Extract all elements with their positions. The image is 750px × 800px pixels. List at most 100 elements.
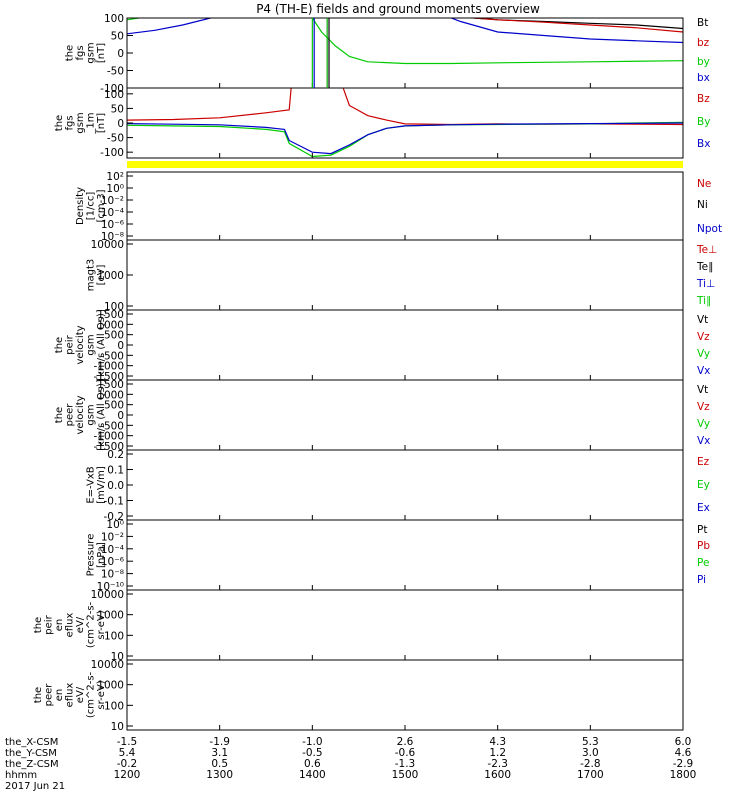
ephemeris-row-label: the_Z-CSM bbox=[5, 759, 59, 770]
y-tick-label: 0.2 bbox=[107, 449, 124, 461]
legend-ti⊥: Ti⊥ bbox=[696, 278, 715, 290]
y-axis-label: gsm bbox=[86, 42, 97, 63]
panel-frame bbox=[126, 659, 684, 731]
y-tick-label: 1500 bbox=[97, 379, 124, 391]
ephemeris-value: 0.5 bbox=[211, 758, 228, 770]
time-axis-labels: the_X-CSM -1.5 -1.9 -1.0 2.6 4.3 5.3 6.0 the_Y-C… bbox=[5, 736, 696, 792]
y-tick-label: -50 bbox=[107, 66, 124, 78]
y-tick-label: 0.1 bbox=[107, 465, 124, 477]
y-axis-label: en bbox=[54, 619, 65, 632]
y-tick-label: -100 bbox=[100, 147, 124, 159]
y-axis-label: the bbox=[33, 687, 44, 703]
y-axis-label: (cm^2-s- bbox=[86, 601, 97, 648]
y-tick-label: 1000 bbox=[97, 680, 124, 692]
panel-frame bbox=[126, 379, 684, 451]
y-tick-label: -1500 bbox=[93, 441, 124, 453]
y-tick-label: -500 bbox=[100, 350, 124, 362]
panel-frame bbox=[126, 519, 684, 591]
y-axis-label: [cm-3] bbox=[96, 189, 107, 222]
y-axis-label: [nPa] bbox=[96, 542, 107, 568]
y-tick-label: 1500 bbox=[97, 309, 124, 321]
y-tick-label: 10 bbox=[111, 651, 124, 663]
series-line-bx-panel-2 bbox=[127, 122, 683, 155]
legend-vy: Vy bbox=[697, 348, 710, 360]
y-tick-label: 1000 bbox=[97, 610, 124, 622]
y-axis-label: eV/ bbox=[75, 686, 86, 703]
y-tick-label: 10000 bbox=[91, 659, 124, 671]
legend-vy: Vy bbox=[697, 418, 710, 430]
y-axis-label: sr-eV) bbox=[96, 680, 107, 709]
legend-by: By bbox=[697, 116, 710, 128]
y-axis-label: eflux bbox=[65, 683, 76, 708]
panel-frame bbox=[126, 589, 684, 661]
y-tick-label: 10⁻² bbox=[101, 531, 124, 543]
y-tick-label: 1000 bbox=[97, 319, 124, 331]
y-axis-label: [nT] bbox=[96, 43, 107, 63]
y-tick-label: 10⁻⁸ bbox=[101, 231, 124, 243]
ephemeris-value: 5.3 bbox=[582, 736, 599, 748]
legend-vt: Vt bbox=[697, 314, 708, 326]
legend-bx: Bx bbox=[697, 138, 710, 150]
y-tick-label: 10⁻¹⁰ bbox=[97, 581, 124, 593]
panel-9: 10000 1000 100 10 the peir en eflux eV/(cm^2-s-s… bbox=[33, 589, 684, 663]
y-tick-label: 10⁻⁴ bbox=[101, 207, 124, 219]
y-axis-label: the bbox=[33, 617, 44, 633]
y-axis-label: fgs bbox=[75, 45, 86, 60]
y-tick-label: 10⁰ bbox=[106, 519, 124, 531]
y-tick-label: 100 bbox=[104, 13, 124, 25]
y-tick-label: 100 bbox=[104, 89, 124, 101]
ephemeris-row-label: the_X-CSM bbox=[5, 737, 58, 748]
y-tick-label: -500 bbox=[100, 420, 124, 432]
series-line-bz-panel-1 bbox=[465, 18, 683, 33]
legend-vz: Vz bbox=[697, 401, 710, 413]
panel-frame bbox=[126, 17, 684, 89]
y-axis-label: peer bbox=[44, 683, 55, 707]
y-axis-label: _1m bbox=[86, 112, 97, 134]
y-tick-label: 500 bbox=[104, 400, 124, 412]
y-tick-label: -1500 bbox=[93, 371, 124, 383]
legend-ne: Ne bbox=[697, 178, 711, 190]
ephemeris-value: -2.8 bbox=[580, 758, 601, 770]
y-tick-label: 100 bbox=[104, 301, 124, 313]
y-tick-label: 0 bbox=[117, 48, 124, 60]
legend-vz: Vz bbox=[697, 331, 710, 343]
ephemeris-value: -1.5 bbox=[117, 736, 138, 748]
y-axis-label: [mV/m] bbox=[96, 466, 107, 504]
y-axis-label: peer bbox=[65, 403, 76, 427]
ephemeris-value: 3.0 bbox=[582, 747, 599, 759]
y-axis-label: magt3 bbox=[86, 259, 97, 292]
legend-vx: Vx bbox=[697, 435, 710, 447]
ephemeris-value: -2.9 bbox=[673, 758, 694, 770]
panel-1: 100 50 0 -50 -100 the fgs gsm [nT] Bt bz by bx bbox=[65, 13, 710, 95]
legend-pt: Pt bbox=[697, 524, 707, 536]
y-axis-label: E=-VxB bbox=[86, 466, 97, 503]
ephemeris-value: 0.6 bbox=[304, 758, 321, 770]
y-tick-label: 50 bbox=[111, 103, 124, 115]
ephemeris-value: 1.2 bbox=[489, 747, 506, 759]
panel-1-spikes bbox=[311, 18, 330, 88]
legend-pb: Pb bbox=[697, 540, 710, 552]
ephemeris-value: 4.6 bbox=[675, 747, 692, 759]
y-tick-label: -50 bbox=[107, 133, 124, 145]
y-tick-label: 0 bbox=[117, 340, 124, 352]
legend-bz: bz bbox=[697, 37, 710, 49]
y-tick-label: 10⁻⁴ bbox=[101, 544, 124, 556]
x-tick-label: 1600 bbox=[484, 769, 511, 781]
legend-pi: Pi bbox=[697, 574, 706, 586]
ephemeris-value: -1.9 bbox=[209, 736, 230, 748]
ephemeris-value: -0.5 bbox=[302, 747, 323, 759]
legend-ex: Ex bbox=[697, 502, 710, 514]
y-tick-label: 0 bbox=[117, 410, 124, 422]
panel-2: 100 50 0 -50 -100 the fgs gsm _1m [nT] Bz By Bx bbox=[54, 87, 710, 159]
x-tick-label: 1500 bbox=[392, 769, 419, 781]
y-tick-label: -100 bbox=[100, 83, 124, 95]
x-tick-label: 1300 bbox=[206, 769, 233, 781]
y-axis-label: the bbox=[54, 115, 65, 131]
panel-frame bbox=[126, 239, 684, 311]
panel-2-series bbox=[127, 88, 683, 158]
legend-pe: Pe bbox=[697, 557, 709, 569]
